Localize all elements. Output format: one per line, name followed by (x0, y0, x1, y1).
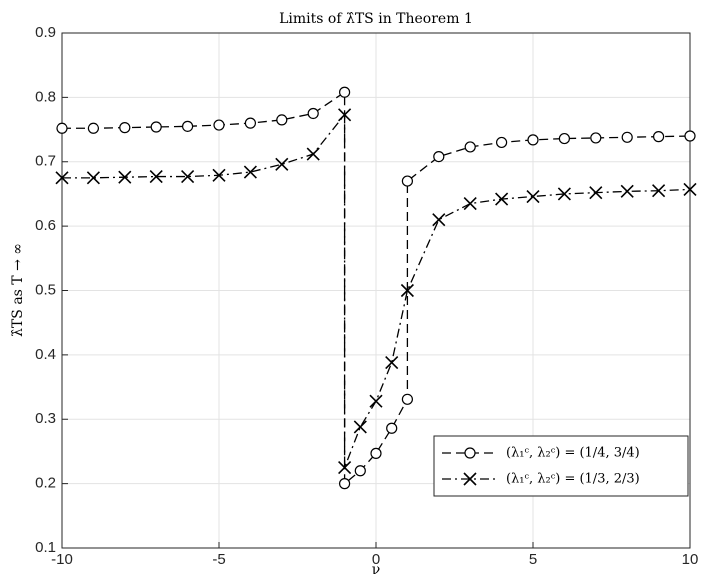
marker (621, 131, 633, 143)
marker (244, 117, 256, 129)
marker (275, 157, 289, 171)
marker (496, 136, 508, 149)
marker (353, 420, 367, 434)
marker (87, 122, 100, 134)
marker (386, 422, 398, 434)
marker (55, 171, 69, 185)
marker (370, 447, 382, 459)
marker (589, 186, 603, 200)
marker (338, 108, 352, 122)
marker (276, 114, 288, 126)
marker (212, 168, 226, 182)
marker (86, 171, 100, 185)
marker (433, 151, 445, 163)
marker (338, 460, 352, 475)
marker (400, 283, 414, 298)
y-tick-label: 0.1 (35, 539, 56, 556)
marker (558, 132, 571, 145)
legend-label: (λ₁ᶜ, λ₂ᶜ) = (1/4, 3/4) (506, 446, 640, 461)
marker (684, 130, 696, 142)
legend-label: (λ₁ᶜ, λ₂ᶜ) = (1/3, 2/3) (506, 472, 640, 487)
marker (56, 122, 68, 134)
marker (557, 187, 571, 201)
marker (182, 120, 194, 132)
marker (119, 122, 131, 134)
marker (463, 197, 477, 211)
marker (307, 107, 319, 120)
x-tick-label: -5 (212, 551, 225, 568)
y-tick-label: 0.9 (35, 24, 56, 41)
x-tick-label: -10 (51, 551, 73, 568)
legend-marker (463, 472, 477, 486)
marker (620, 184, 634, 198)
marker (590, 132, 602, 144)
axes-box (61, 32, 691, 549)
marker (464, 141, 476, 153)
y-tick-label: 0.5 (35, 281, 56, 298)
legend-box (433, 435, 689, 497)
marker (149, 169, 163, 184)
marker (526, 189, 540, 204)
marker (181, 169, 195, 184)
y-tick-label: 0.2 (35, 475, 56, 492)
marker (213, 119, 225, 131)
marker (354, 465, 366, 477)
y-axis-label: λ̂TS as T → ∞ (10, 243, 26, 337)
y-tick-label: 0.8 (35, 88, 56, 105)
marker (401, 175, 413, 187)
marker (683, 182, 697, 196)
marker (385, 356, 399, 370)
x-tick-label: 5 (529, 551, 537, 568)
marker (339, 478, 351, 490)
marker (118, 170, 132, 184)
marker (527, 134, 539, 146)
y-tick-label: 0.3 (35, 410, 56, 427)
x-axis-label: ν (372, 562, 381, 576)
x-tick-label: 0 (372, 551, 380, 568)
legend-marker (464, 447, 476, 459)
marker (306, 147, 320, 161)
marker (243, 165, 257, 179)
marker (401, 393, 413, 405)
y-tick-label: 0.4 (35, 346, 56, 363)
y-tick-label: 0.7 (35, 153, 56, 170)
chart-title: Limits of λ̂TS in Theorem 1 (279, 11, 473, 27)
y-tick-label: 0.6 (35, 217, 56, 234)
marker (369, 394, 383, 408)
series-line (62, 112, 691, 468)
marker (432, 213, 446, 227)
marker (150, 121, 162, 133)
x-tick-label: 10 (682, 551, 699, 568)
marker (652, 131, 665, 143)
marker (495, 192, 509, 206)
marker (339, 86, 351, 98)
marker (652, 184, 666, 198)
